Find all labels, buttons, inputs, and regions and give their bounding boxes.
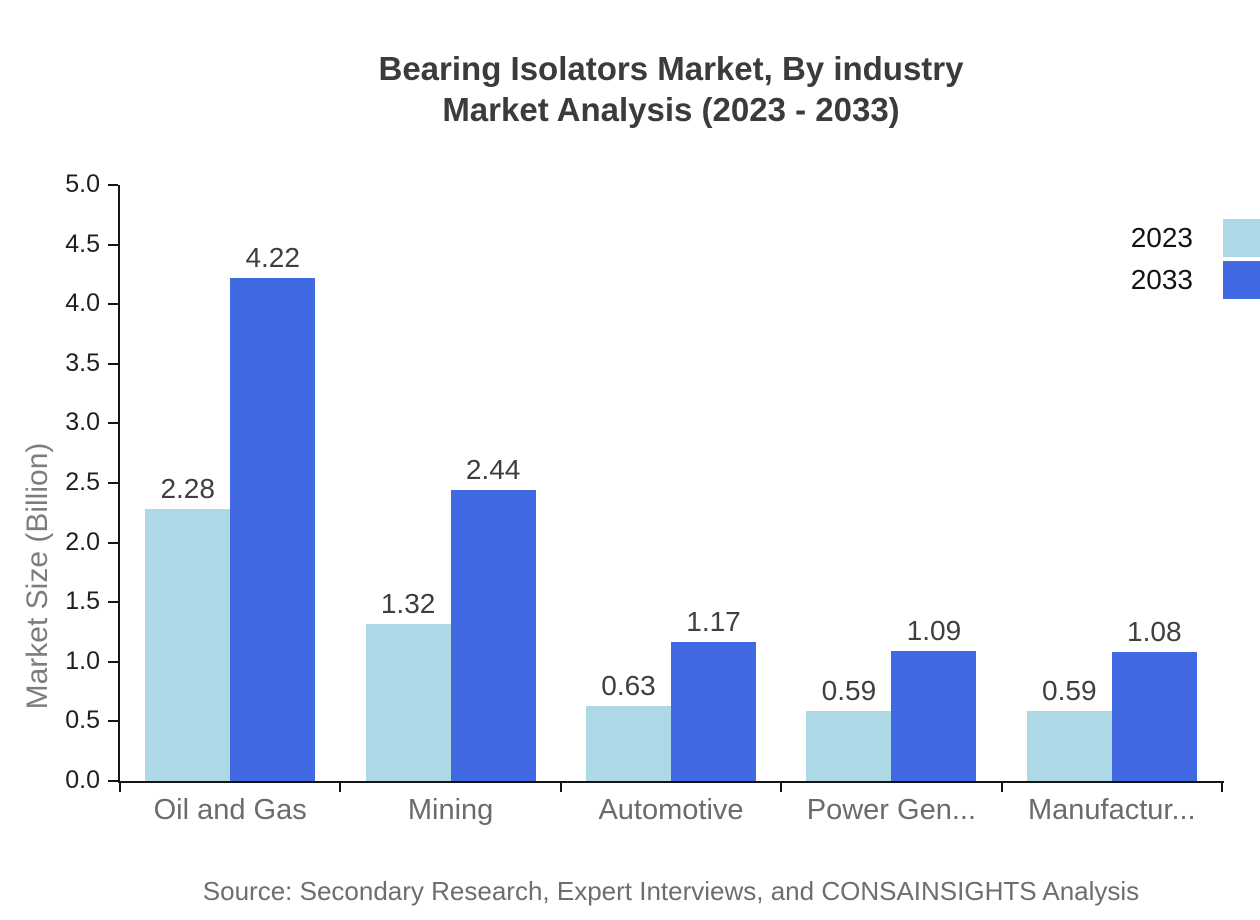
bar-value-label: 1.32 xyxy=(380,587,436,619)
legend-swatch-2023 xyxy=(1223,219,1260,257)
y-axis-tick xyxy=(108,720,118,723)
legend-label-2033: 2033 xyxy=(1130,264,1193,295)
y-axis-tick xyxy=(108,362,118,365)
y-axis-tick xyxy=(108,422,118,425)
bar-value-label: 1.09 xyxy=(906,615,962,647)
legend-swatch-2033 xyxy=(1223,261,1260,299)
y-axis-tick xyxy=(108,780,118,782)
x-axis-tick xyxy=(780,783,783,792)
y-axis-tick-label: 1.0 xyxy=(65,646,100,675)
bar-value-label: 2.28 xyxy=(160,473,215,505)
bar-2023-oil-and-gas xyxy=(145,509,231,781)
bar-value-label: 0.59 xyxy=(1042,674,1097,706)
bar-value-label: 0.63 xyxy=(601,669,656,701)
y-axis-tick xyxy=(108,601,118,604)
y-axis-tick xyxy=(108,660,118,663)
bar-2033-oil-and-gas xyxy=(230,277,316,781)
x-axis-tick xyxy=(339,783,342,792)
bar-value-label: 0.59 xyxy=(821,674,877,706)
x-axis-category-label: Oil and Gas xyxy=(153,794,307,826)
x-axis-tick xyxy=(119,783,121,792)
y-axis-tick-label: 4.0 xyxy=(65,289,100,318)
x-axis-category-label: Manufactur... xyxy=(1027,794,1196,826)
x-axis-category-label: Power Gen... xyxy=(806,794,977,826)
bar-value-label: 1.08 xyxy=(1127,616,1182,648)
y-axis-tick-label: 2.0 xyxy=(65,527,100,556)
y-axis-tick xyxy=(108,541,118,544)
bar-2023-mining xyxy=(365,623,451,781)
bar-2033-mining xyxy=(450,490,536,781)
x-axis-category-label: Automotive xyxy=(598,794,744,826)
bar-value-label: 4.22 xyxy=(245,241,300,273)
bar-2033-automotive xyxy=(671,641,756,781)
legend: 2023 2033 xyxy=(1131,219,1260,299)
y-axis-tick xyxy=(108,303,118,306)
chart-title: Bearing Isolators Market, By industry Ma… xyxy=(120,48,1222,130)
bar-value-label: 1.17 xyxy=(686,605,741,637)
x-axis-tick xyxy=(559,783,562,792)
y-axis-tick-label: 1.5 xyxy=(65,587,100,616)
y-axis-tick-label: 0.5 xyxy=(65,706,100,735)
y-axis-tick-label: 0.0 xyxy=(65,766,100,794)
y-axis-line xyxy=(118,185,120,783)
bar-2033-manufactur xyxy=(1111,652,1197,781)
legend-item-2023: 2023 xyxy=(1131,219,1260,257)
chart-title-line1: Bearing Isolators Market, By industry xyxy=(378,50,964,87)
legend-item-2033: 2033 xyxy=(1131,261,1260,299)
y-axis-tick-label: 3.0 xyxy=(65,408,100,437)
bar-value-label: 2.44 xyxy=(465,454,521,486)
y-axis-tick-label: 3.5 xyxy=(65,348,100,377)
y-axis-tick-label: 4.5 xyxy=(65,229,100,258)
bar-2023-manufactur xyxy=(1026,710,1112,781)
bar-2033-power-gen xyxy=(891,651,977,781)
x-axis-category-label: Mining xyxy=(407,794,494,826)
x-axis-line xyxy=(118,781,1224,783)
bar-2023-power-gen xyxy=(806,710,892,781)
y-axis-tick-label: 5.0 xyxy=(65,170,100,198)
y-axis-tick-label: 2.5 xyxy=(65,468,100,496)
x-axis-tick xyxy=(1221,783,1223,792)
chart-title-line2: Market Analysis (2023 - 2033) xyxy=(442,91,900,128)
y-axis-tick xyxy=(108,184,118,186)
legend-label-2023: 2023 xyxy=(1130,222,1193,253)
x-axis-tick xyxy=(1000,783,1003,792)
bar-2023-automotive xyxy=(586,705,671,781)
source-note: Source: Secondary Research, Expert Inter… xyxy=(202,876,1140,906)
y-axis-tick xyxy=(108,482,118,484)
y-axis-tick xyxy=(108,243,118,246)
